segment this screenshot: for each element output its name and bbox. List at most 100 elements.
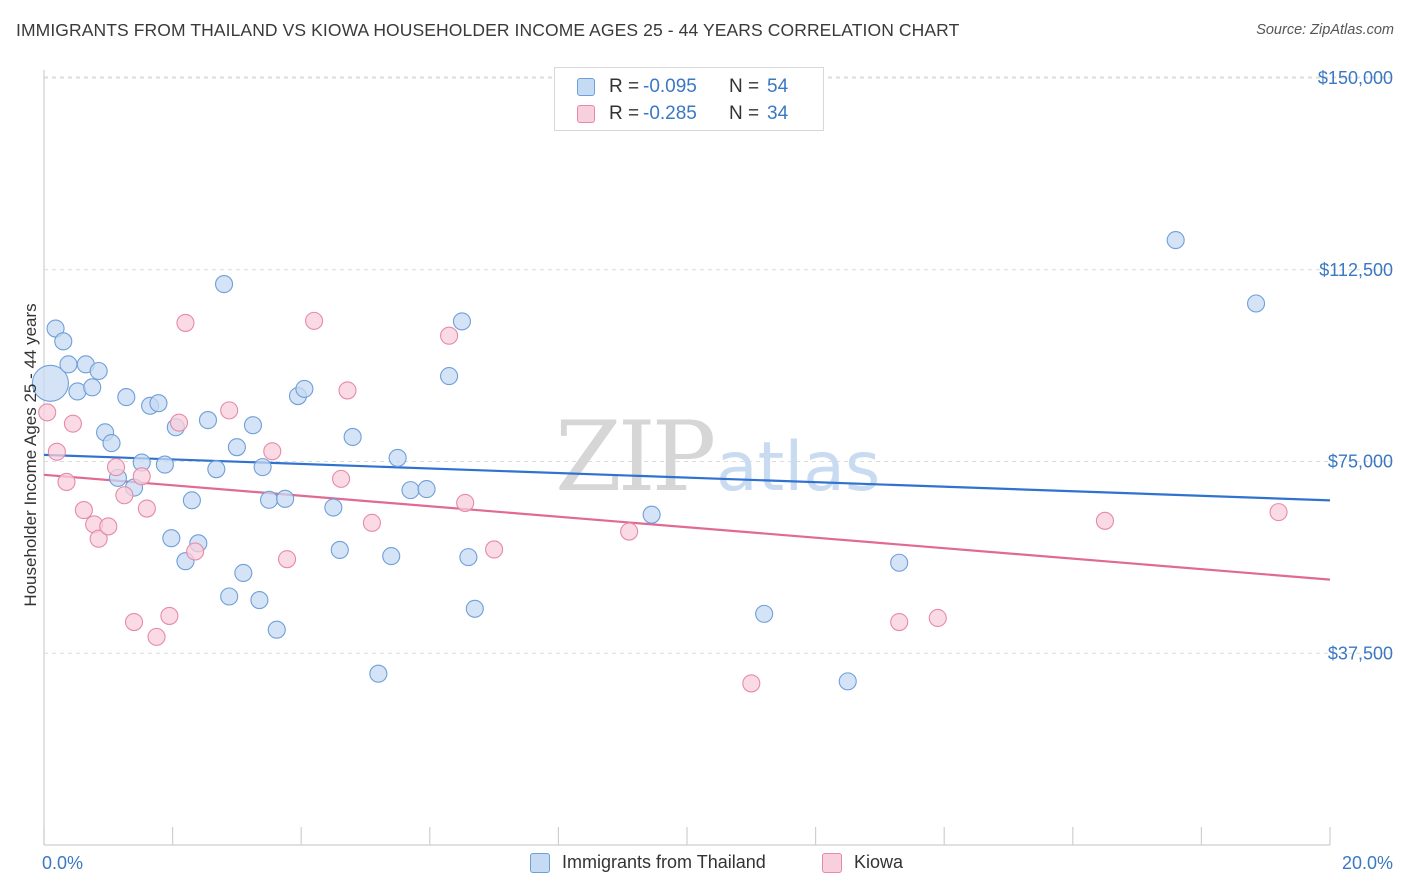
thailand-point	[267, 620, 286, 639]
r-value: -0.095	[643, 76, 697, 97]
thailand-point	[642, 505, 661, 524]
thailand-point	[182, 491, 201, 510]
thailand-point	[838, 672, 857, 691]
legend-row-kiowa: R = -0.285 N = 34	[577, 102, 788, 126]
thailand-point	[54, 332, 73, 351]
thailand-point	[207, 460, 226, 479]
thailand-point	[388, 448, 407, 467]
thailand-point	[243, 416, 263, 435]
kiowa-point	[620, 522, 639, 541]
n-label: N =	[729, 76, 760, 97]
y-tick-label: $112,500	[1319, 260, 1393, 280]
kiowa-point	[132, 467, 151, 486]
kiowa-point	[115, 486, 134, 505]
source-credit: Source: ZipAtlas.com	[1256, 22, 1394, 38]
r-value: -0.285	[643, 103, 697, 124]
kiowa-point	[1269, 503, 1288, 522]
kiowa-point	[263, 442, 282, 461]
legend-label-kiowa: Kiowa	[854, 852, 904, 872]
kiowa-point	[124, 613, 144, 632]
kiowa-point	[890, 613, 909, 632]
thailand-point	[440, 367, 459, 386]
thailand-point	[382, 547, 401, 566]
thailand-point	[1166, 231, 1185, 250]
kiowa-swatch	[822, 852, 842, 873]
thailand-point	[227, 438, 246, 457]
kiowa-point	[440, 326, 459, 345]
thailand-point	[250, 591, 269, 610]
thailand-point	[162, 529, 181, 548]
thailand-point	[259, 490, 279, 509]
legend-item-kiowa[interactable]: Kiowa	[822, 852, 903, 873]
thailand-point	[155, 455, 174, 474]
kiowa-point	[332, 469, 351, 488]
kiowa-point	[1095, 511, 1114, 530]
y-tick-label: $150,000	[1318, 68, 1393, 88]
thailand-point	[324, 498, 343, 517]
x-tick-labels: 0.0% 20.0%	[42, 853, 1393, 873]
watermark-atlas: atlas	[716, 428, 880, 507]
chart-title: IMMIGRANTS FROM THAILAND VS KIOWA HOUSEH…	[16, 20, 960, 40]
thailand-point	[459, 548, 478, 567]
thailand-point	[117, 388, 136, 407]
kiowa-point	[169, 413, 189, 432]
x-tick-label: 20.0%	[1342, 853, 1393, 873]
thailand-point	[253, 458, 272, 477]
thailand-point	[234, 563, 253, 583]
thailand-swatch	[577, 78, 595, 96]
kiowa-point	[338, 381, 357, 400]
y-tick-labels: $37,500 $75,000 $112,500 $150,000	[1318, 68, 1393, 663]
watermark-zip: ZIP	[555, 401, 714, 513]
legend-row-thailand: R = -0.095 N = 54	[577, 75, 788, 99]
thailand-point	[1247, 294, 1266, 313]
thailand-point	[276, 489, 295, 508]
thailand-point	[295, 379, 314, 398]
thailand-point	[755, 604, 774, 623]
thailand-point	[83, 378, 102, 397]
kiowa-point	[305, 311, 324, 330]
r-label: R =	[609, 76, 640, 97]
thailand-point	[198, 411, 218, 430]
thailand-point	[465, 599, 484, 618]
kiowa-point	[137, 499, 156, 518]
legend-label-thailand: Immigrants from Thailand	[562, 852, 766, 872]
kiowa-point	[99, 517, 118, 536]
kiowa-point	[186, 542, 205, 561]
kiowa-point	[38, 403, 57, 422]
kiowa-trend-line	[43, 473, 1331, 581]
kiowa-point	[362, 513, 381, 532]
n-value: 34	[767, 103, 789, 124]
thailand-point	[343, 427, 362, 447]
kiowa-point	[63, 414, 82, 433]
kiowa-point	[278, 550, 297, 569]
thailand-point	[330, 540, 349, 560]
thailand-swatch	[530, 852, 550, 873]
thailand-point	[890, 553, 909, 572]
thailand-point	[149, 394, 168, 413]
kiowa-point	[742, 674, 761, 693]
kiowa-point	[147, 627, 166, 646]
thailand-point	[401, 481, 420, 500]
thailand-point	[214, 275, 234, 294]
kiowa-point	[456, 493, 475, 512]
kiowa-point	[160, 606, 179, 625]
kiowa-point	[176, 313, 195, 332]
kiowa-point	[89, 529, 108, 548]
y-axis-label: Householder Income Ages 25 - 44 years	[21, 303, 40, 606]
thailand-point	[89, 361, 108, 381]
kiowa-point	[485, 540, 504, 559]
thailand-point	[369, 664, 388, 683]
kiowa-point	[47, 442, 66, 461]
thailand-point	[417, 480, 436, 499]
kiowa-point	[74, 501, 93, 520]
y-tick-label: $37,500	[1328, 643, 1393, 663]
thailand-point	[452, 312, 472, 331]
y-tick-label: $75,000	[1328, 452, 1393, 472]
kiowa-point	[57, 472, 76, 492]
kiowa-point	[220, 401, 239, 420]
legend-item-thailand[interactable]: Immigrants from Thailand	[530, 852, 766, 873]
thailand-point	[220, 587, 239, 606]
n-label: N =	[729, 103, 760, 124]
thailand-point	[31, 364, 69, 402]
